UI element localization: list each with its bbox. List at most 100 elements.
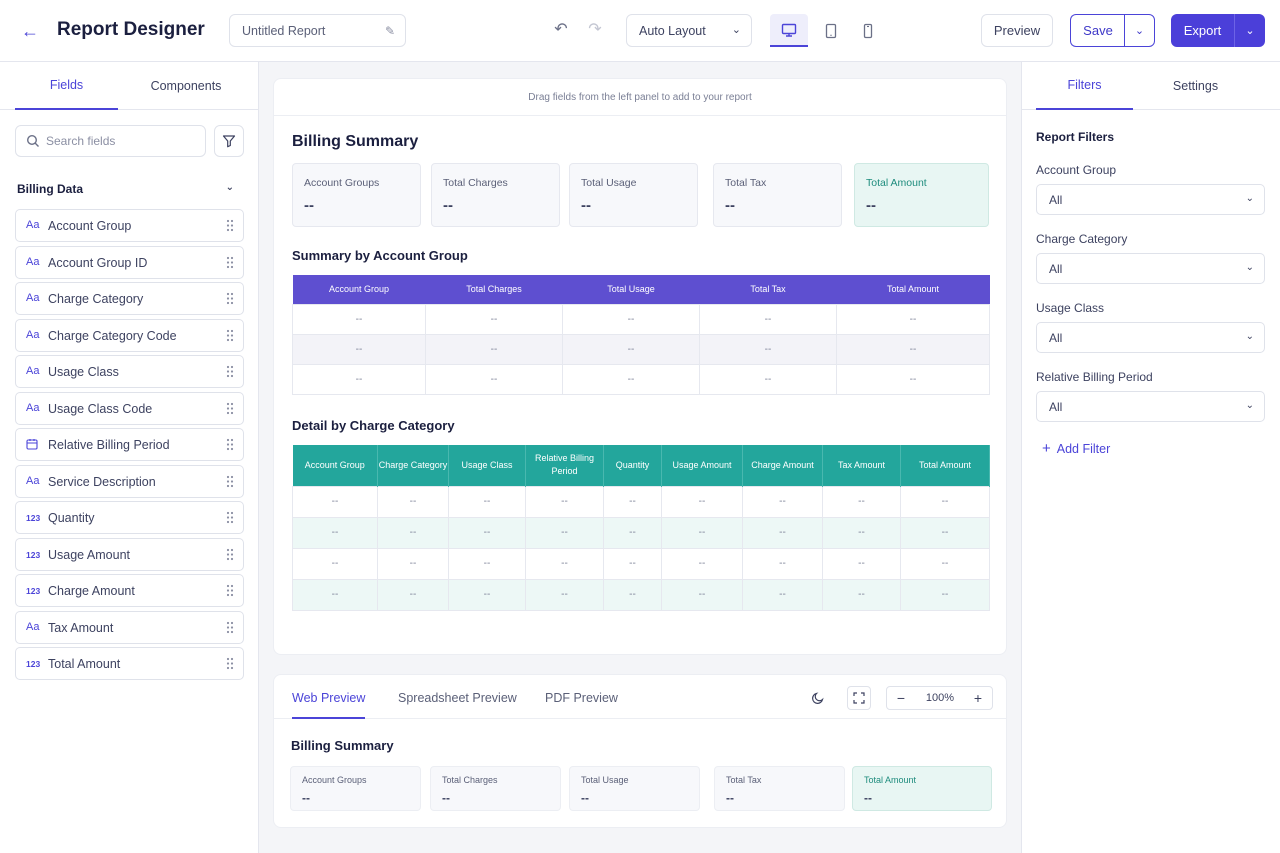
drag-handle-icon[interactable] xyxy=(226,438,234,451)
add-filter-button[interactable]: + Add Filter xyxy=(1042,440,1110,457)
column-header[interactable]: Total Tax xyxy=(699,275,837,304)
text-type-icon: Aa xyxy=(26,328,40,341)
kpi-label: Account Groups xyxy=(302,775,367,785)
table-row: -- -- -- -- -- -- -- -- -- xyxy=(292,485,990,518)
kpi-card[interactable]: Account Groups -- xyxy=(292,163,421,227)
column-header[interactable]: Charge Category xyxy=(377,445,449,486)
search-box[interactable] xyxy=(15,125,206,157)
filter-select[interactable]: All ⌄ xyxy=(1036,184,1265,215)
undo-icon[interactable]: ↶ xyxy=(554,21,568,38)
filter-select[interactable]: All ⌄ xyxy=(1036,253,1265,284)
field-item[interactable]: 123 Charge Amount xyxy=(15,574,244,607)
table-cell: -- xyxy=(448,516,526,549)
detail-title[interactable]: Detail by Charge Category xyxy=(292,418,455,433)
kpi-card[interactable]: Total Tax -- xyxy=(713,163,842,227)
column-header[interactable]: Quantity xyxy=(603,445,662,486)
zoom-out-button[interactable]: − xyxy=(896,690,906,706)
table-cell: -- xyxy=(742,516,823,549)
kpi-value: -- xyxy=(302,791,310,805)
report-title[interactable]: Billing Summary xyxy=(292,133,419,150)
save-button[interactable]: Save xyxy=(1070,14,1125,47)
drag-handle-icon[interactable] xyxy=(226,292,234,305)
tab-settings[interactable]: Settings xyxy=(1172,79,1219,93)
drag-handle-icon[interactable] xyxy=(226,584,234,597)
field-item[interactable]: 123 Total Amount xyxy=(15,647,244,680)
column-header[interactable]: Account Group xyxy=(292,445,378,486)
table-header-row: Account Group Total Charges Total Usage Tot… xyxy=(292,275,990,304)
tab-components[interactable]: Components xyxy=(150,79,222,93)
field-item[interactable]: Aa Account Group xyxy=(15,209,244,242)
field-item[interactable]: 123 Quantity xyxy=(15,501,244,534)
field-item[interactable]: Aa Usage Class xyxy=(15,355,244,388)
column-header[interactable]: Tax Amount xyxy=(822,445,901,486)
column-header[interactable]: Relative Billing Period xyxy=(525,445,604,486)
kpi-card[interactable]: Total Charges -- xyxy=(431,163,560,227)
filter-select[interactable]: All ⌄ xyxy=(1036,322,1265,353)
detail-table[interactable]: Account Group Charge Category Usage Class R… xyxy=(292,445,990,611)
filter-select-value: All xyxy=(1049,400,1063,414)
text-type-icon: Aa xyxy=(26,255,40,268)
back-arrow-icon[interactable]: ← xyxy=(21,21,39,41)
fullscreen-button[interactable] xyxy=(847,686,871,710)
table-cell: -- xyxy=(661,516,743,549)
tab-filters[interactable]: Filters xyxy=(1036,62,1133,110)
drag-handle-icon[interactable] xyxy=(226,329,234,342)
field-item[interactable]: Aa Account Group ID xyxy=(15,245,244,279)
column-header[interactable]: Usage Class xyxy=(448,445,526,486)
drag-handle-icon[interactable] xyxy=(226,402,234,415)
drag-handle-icon[interactable] xyxy=(226,256,234,269)
report-name-field[interactable]: Untitled Report ✎ xyxy=(229,14,406,47)
field-item[interactable]: Aa Tax Amount xyxy=(15,610,244,644)
column-header[interactable]: Total Amount xyxy=(900,445,990,486)
export-button[interactable]: Export xyxy=(1171,14,1234,47)
drag-handle-icon[interactable] xyxy=(226,511,234,524)
tab-spreadsheet-preview[interactable]: Spreadsheet Preview xyxy=(398,691,517,705)
column-header[interactable]: Account Group xyxy=(292,275,426,304)
field-item[interactable]: Relative Billing Period xyxy=(15,428,244,461)
field-item[interactable]: 123 Usage Amount xyxy=(15,537,244,571)
pencil-icon[interactable]: ✎ xyxy=(384,24,395,38)
column-header[interactable]: Usage Amount xyxy=(661,445,743,486)
summary-title[interactable]: Summary by Account Group xyxy=(292,248,468,263)
drag-handle-icon[interactable] xyxy=(226,219,234,232)
kpi-card[interactable]: Total Amount -- xyxy=(854,163,989,227)
tab-pdf-preview[interactable]: PDF Preview xyxy=(545,691,618,705)
billing-data-group[interactable]: Billing Data ⌄ xyxy=(17,182,238,198)
tab-fields[interactable]: Fields xyxy=(15,62,118,110)
save-dropdown-button[interactable]: ⌄ xyxy=(1124,14,1155,47)
drag-handle-icon[interactable] xyxy=(226,548,234,561)
column-header[interactable]: Charge Amount xyxy=(742,445,823,486)
export-dropdown-button[interactable]: ⌄ xyxy=(1234,14,1265,47)
field-name: Charge Amount xyxy=(48,584,135,598)
drag-handle-icon[interactable] xyxy=(226,657,234,670)
tablet-view-button[interactable] xyxy=(812,14,850,47)
field-item[interactable]: Aa Charge Category xyxy=(15,282,244,315)
layout-select[interactable]: Auto Layout ⌄ xyxy=(626,14,752,47)
dark-mode-toggle[interactable] xyxy=(806,686,830,710)
table-cell: -- xyxy=(699,333,837,365)
drag-handle-icon[interactable] xyxy=(226,365,234,378)
column-header[interactable]: Total Usage xyxy=(562,275,700,304)
table-cell: -- xyxy=(292,516,378,549)
filter-button[interactable] xyxy=(214,125,244,157)
desktop-view-button[interactable] xyxy=(770,14,808,47)
kpi-value: -- xyxy=(866,197,876,214)
field-item[interactable]: Aa Charge Category Code xyxy=(15,318,244,352)
field-item[interactable]: Aa Usage Class Code xyxy=(15,391,244,425)
tab-web-preview[interactable]: Web Preview xyxy=(292,675,366,719)
summary-table[interactable]: Account Group Total Charges Total Usage Tot… xyxy=(292,275,990,395)
drag-handle-icon[interactable] xyxy=(226,475,234,488)
filter-select[interactable]: All ⌄ xyxy=(1036,391,1265,422)
zoom-in-button[interactable]: + xyxy=(973,690,983,706)
field-item[interactable]: Aa Service Description xyxy=(15,464,244,498)
redo-icon[interactable]: ↷ xyxy=(588,21,602,38)
kpi-card[interactable]: Total Usage -- xyxy=(569,163,698,227)
mobile-view-button[interactable] xyxy=(849,14,887,47)
preview-button[interactable]: Preview xyxy=(981,14,1053,47)
search-input[interactable] xyxy=(46,132,196,150)
column-header[interactable]: Total Amount xyxy=(836,275,990,304)
left-panel: Fields Components Billing Data ⌄ Aa Accou… xyxy=(0,62,259,853)
drag-handle-icon[interactable] xyxy=(226,621,234,634)
column-header[interactable]: Total Charges xyxy=(425,275,563,304)
table-cell: -- xyxy=(836,333,990,365)
